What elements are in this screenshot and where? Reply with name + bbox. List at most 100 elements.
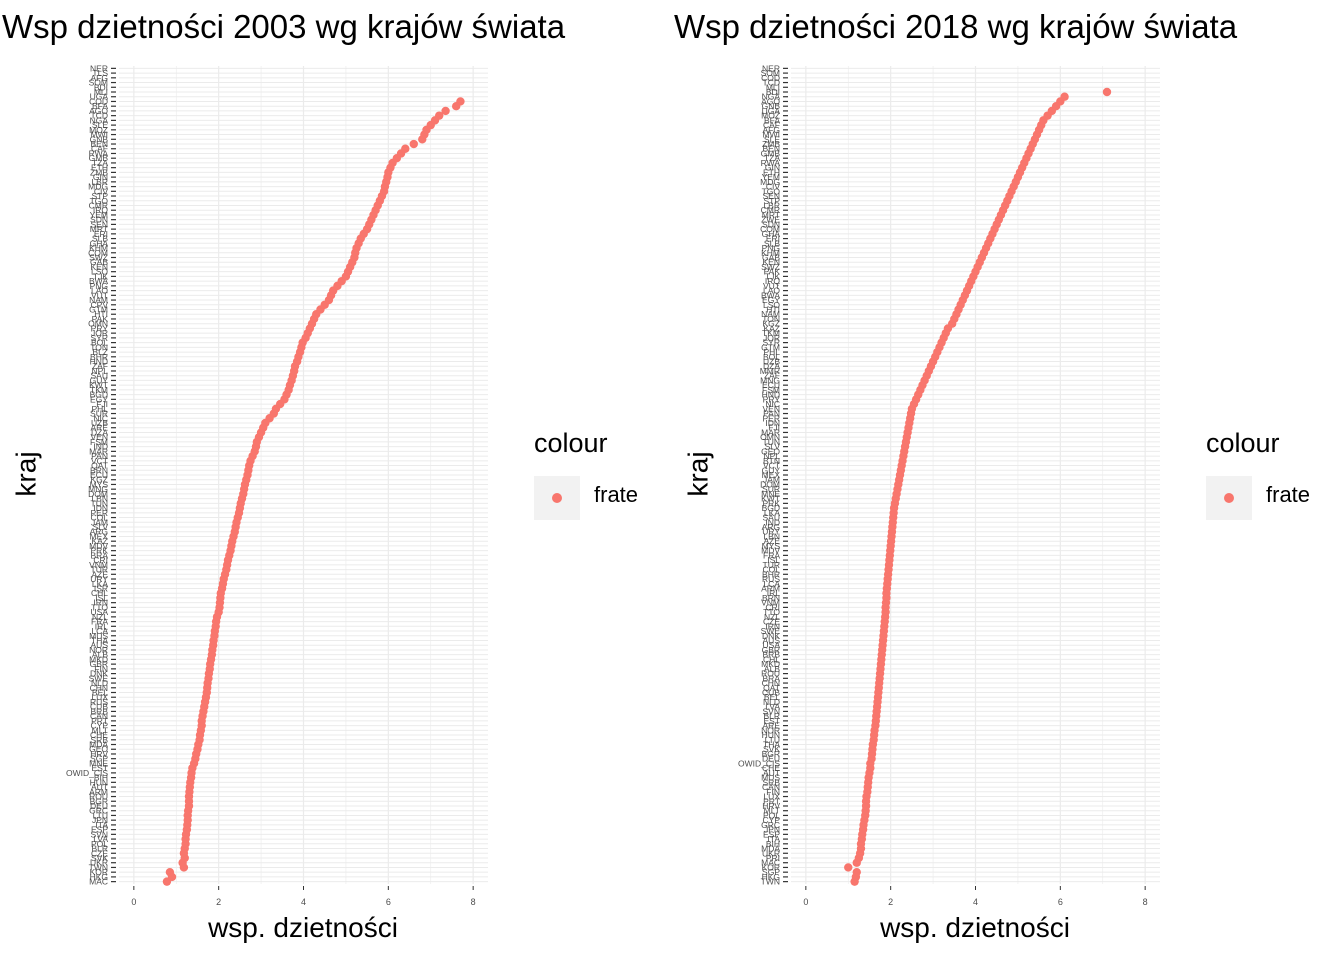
y-tick-label: RWA <box>761 158 781 168</box>
y-tick-label: SRB <box>763 777 781 787</box>
y-tick-label: LBN <box>763 531 780 541</box>
y-tick-label: MAC <box>89 877 108 887</box>
y-tick-label: SLE <box>764 134 780 144</box>
y-tick-label: KWT <box>89 380 108 390</box>
y-tick-label: AUS <box>91 640 109 650</box>
y-tick-label: PRY <box>91 323 109 333</box>
y-tick-label: NZL <box>92 612 108 622</box>
y-tick-label: LVA <box>93 834 108 844</box>
y-tick-label: MDG <box>760 177 780 187</box>
data-point <box>165 867 175 877</box>
y-tick-label: COD <box>89 96 108 106</box>
y-tick-label: AUS <box>763 635 781 645</box>
y-tick-label: BIH <box>94 773 108 783</box>
y-tick-label: MWI <box>91 130 108 140</box>
y-tick-label: BDI <box>766 87 780 97</box>
y-tick-label: ECU <box>762 380 780 390</box>
y-tick-label: ALB <box>764 664 780 674</box>
y-tick-label: FJI <box>768 423 780 433</box>
y-tick-label: KWT <box>761 494 780 504</box>
y-tick-label: LBN <box>91 494 108 504</box>
y-tick-label: MKD <box>89 654 108 664</box>
legend-label: frate <box>1266 482 1311 507</box>
y-tick-label: FJI <box>96 399 108 409</box>
y-tick-label: BGR <box>90 796 108 806</box>
y-tick-label: KAZ <box>763 323 780 333</box>
y-tick-label: SLV <box>765 442 781 452</box>
x-tick-label: 8 <box>471 897 476 907</box>
y-tick-label: VUT <box>763 281 780 291</box>
y-tick-label: TUN <box>91 498 108 508</box>
y-tick-label: GBR <box>90 659 108 669</box>
y-tick-label: ARM <box>89 787 108 797</box>
y-tick-label: LKA <box>92 579 108 589</box>
y-tick-label: IRQ <box>93 205 109 215</box>
y-tick-label: MAR <box>761 427 780 437</box>
y-tick-label: TWN <box>761 877 780 887</box>
y-tick-label: ERI <box>94 229 108 239</box>
y-tick-label: UZB <box>763 357 780 367</box>
y-tick-label: AUT <box>763 768 780 778</box>
y-tick-label: MYS <box>90 479 109 489</box>
chart-panel-2003: Wsp dzietności 2003 wg krajów świata MAC… <box>2 8 638 943</box>
y-tick-label: ARG <box>90 527 108 537</box>
y-tick-label: VEN <box>91 432 108 442</box>
y-tick-label: MRT <box>762 210 780 220</box>
y-tick-label: TON <box>762 314 780 324</box>
y-tick-label: TZA <box>92 158 108 168</box>
y-tick-label: ARE <box>91 423 109 433</box>
y-tick-label: HND <box>762 390 780 400</box>
grid-lines <box>791 66 1160 884</box>
y-tick-label: MUS <box>89 631 108 641</box>
y-tick-label: LBR <box>91 177 108 187</box>
y-tick-label: TLS <box>92 68 108 78</box>
y-tick-label: BRN <box>90 465 108 475</box>
y-tick-label: ERI <box>766 234 780 244</box>
y-tick-label: BEN <box>91 139 108 149</box>
y-tick-label: KOR <box>762 862 780 872</box>
y-tick-label: SLE <box>92 120 108 130</box>
y-tick-label: GHA <box>762 229 781 239</box>
y-tick-label: HRV <box>90 749 108 759</box>
y-tick-label: PER <box>91 508 108 518</box>
y-tick-label: TCD <box>763 78 780 88</box>
y-tick-label: MNE <box>89 758 108 768</box>
legend: colour frate <box>1206 428 1310 520</box>
y-tick-label: LUX <box>763 792 780 802</box>
y-tick-label: ALB <box>92 650 108 660</box>
y-tick-label: PAN <box>91 451 108 461</box>
y-tick-label: BHR <box>762 569 780 579</box>
y-tick-label: HND <box>90 357 108 367</box>
y-tick-label: BWA <box>761 290 780 300</box>
x-tick-label: 0 <box>131 897 136 907</box>
y-tick-label: SVN <box>91 829 108 839</box>
y-tick-label: FSM <box>90 437 108 447</box>
y-tick-label: GUY <box>90 375 109 385</box>
y-tick-label: FIN <box>94 664 108 674</box>
y-tick-label: TGO <box>90 196 109 206</box>
y-tick-label: MLT <box>764 806 780 816</box>
y-tick-label: SUR <box>90 409 108 419</box>
y-tick-label: CRI <box>93 555 108 565</box>
y-tick-label: ITA <box>95 820 108 830</box>
y-tick-label: STP <box>763 196 780 206</box>
y-tick-label: MRT <box>90 224 108 234</box>
y-tick-label: NPL <box>91 366 108 376</box>
y-tick-label: BGR <box>762 749 780 759</box>
x-ticks: 0 2 4 6 8 <box>803 886 1148 907</box>
y-tick-label: CHN <box>90 683 108 693</box>
y-tick-label: SOM <box>89 78 108 88</box>
y-tick-label: CAF <box>91 144 108 154</box>
y-tick-label: EGY <box>762 295 780 305</box>
y-tick-label: ITA <box>767 834 780 844</box>
y-tick-label: CZE <box>91 848 108 858</box>
y-tick-label: CRI <box>765 602 780 612</box>
y-tick-label: RWA <box>89 148 109 158</box>
y-tick-label: SVN <box>763 706 780 716</box>
y-tick-label: MDG <box>88 182 108 192</box>
legend-dot-icon <box>552 493 562 503</box>
legend: colour frate <box>534 428 638 520</box>
y-tick-label: FRA <box>91 617 108 627</box>
y-tick-label: NZL <box>764 612 780 622</box>
data-point <box>435 111 444 120</box>
